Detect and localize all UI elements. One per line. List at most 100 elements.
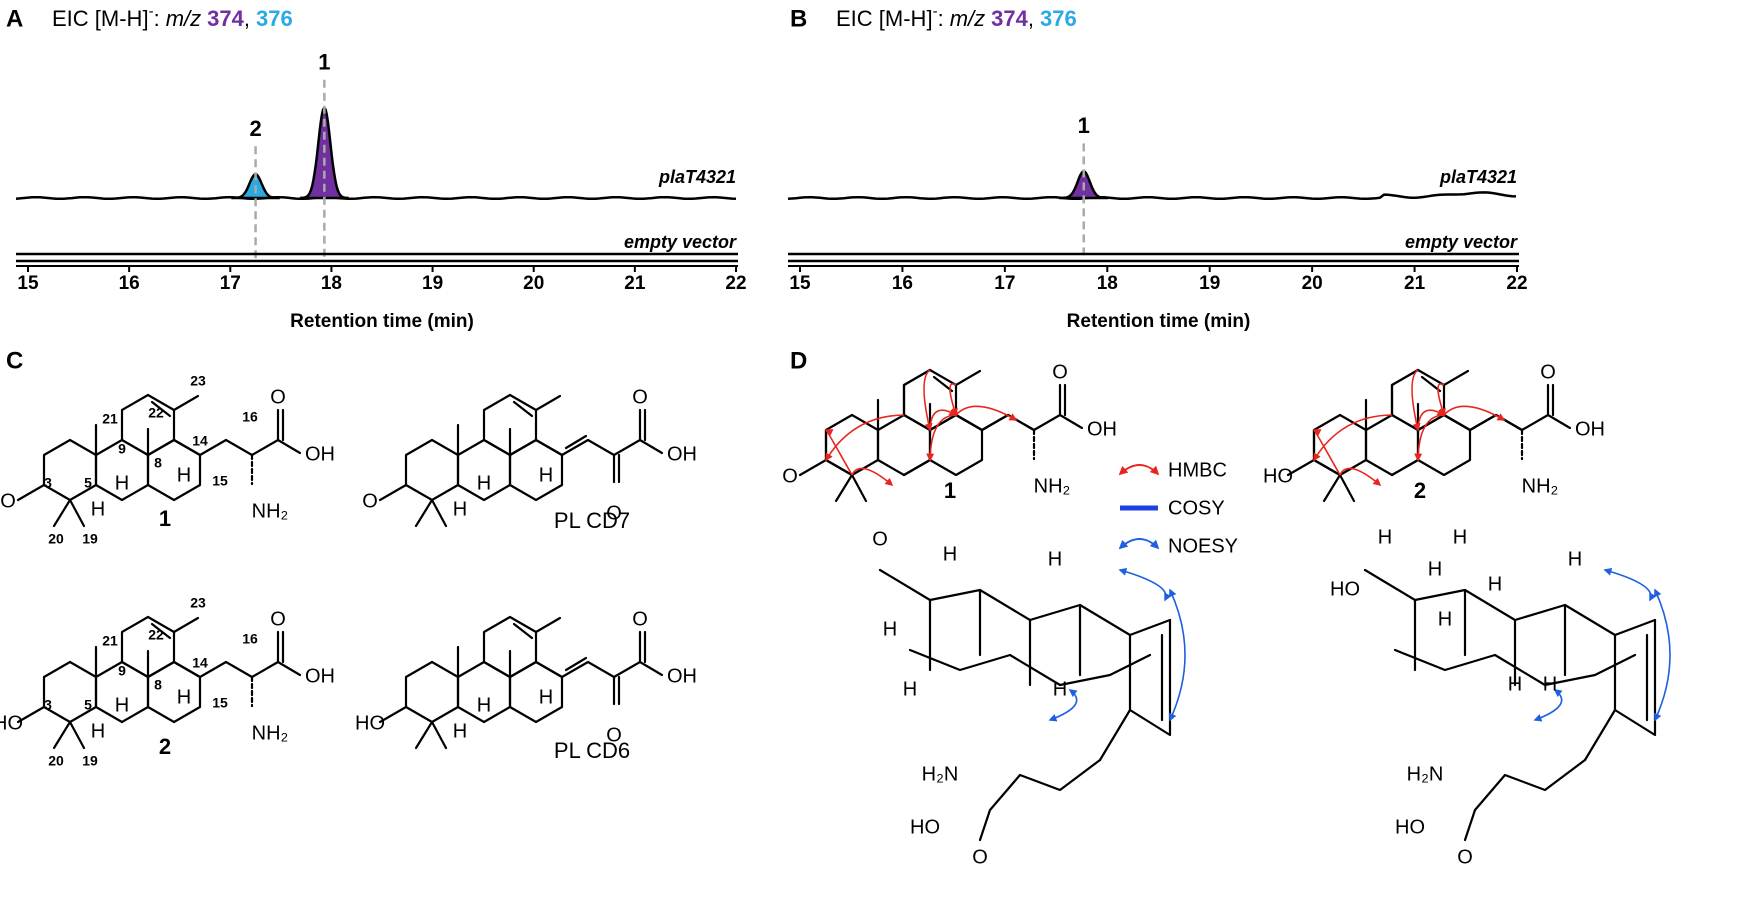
methyl (850, 473, 868, 503)
compound-label: 2 (159, 734, 171, 759)
ring (42, 660, 98, 724)
x-tick-label: 20 (1302, 273, 1323, 294)
noesy-arrow (1603, 567, 1657, 602)
ring (404, 438, 460, 502)
oxygen-bond (798, 458, 828, 477)
conformer-label: H (1568, 548, 1582, 570)
atom-number: 23 (190, 373, 206, 389)
conformer-label: H (1428, 558, 1442, 580)
conformer-label: H (903, 678, 917, 700)
atom-number: 22 (148, 627, 164, 643)
title-charge: - (933, 3, 938, 20)
x-tick-label: 16 (892, 273, 913, 294)
atom-label: H (453, 720, 467, 742)
hmbc-arrow (824, 429, 853, 476)
x-axis-label: Retention time (min) (290, 311, 474, 332)
x-tick-label: 19 (422, 273, 443, 294)
noesy-arrow (1169, 588, 1186, 722)
methyl (414, 720, 434, 750)
peak-label: 2 (249, 116, 261, 141)
methyl (172, 394, 200, 412)
atom-number: 22 (148, 405, 164, 421)
conformer-label: O (1457, 846, 1473, 868)
x-tick-label: 15 (789, 273, 811, 294)
atom-label: OH (1087, 418, 1117, 440)
hmbc-arrow (1411, 369, 1421, 432)
atom-number: 20 (48, 531, 64, 547)
cosy-bond (1390, 458, 1420, 477)
methyl (414, 498, 434, 528)
atom-label: HO (355, 712, 385, 734)
trace-line (15, 195, 737, 201)
methyl (52, 498, 72, 528)
hmbc-arrow (929, 408, 958, 431)
double-bond (564, 434, 588, 450)
panel-title: EIC [M-H]-: m/z 374, 376 (836, 3, 1077, 31)
atom-label: H (115, 472, 129, 494)
conformer-bond (1393, 648, 1637, 687)
conformer-bond (1363, 568, 1657, 637)
peak-label: 1 (1078, 113, 1090, 138)
atom-label: H (91, 498, 105, 520)
double-bond (932, 375, 954, 393)
conformer-label: O (972, 846, 988, 868)
oxygen-bond (16, 483, 46, 502)
ring (824, 413, 880, 477)
trace-line (787, 191, 1517, 201)
conformer-label: H (943, 543, 957, 565)
panel-title: EIC [M-H]-: m/z 374, 376 (52, 3, 293, 31)
atom-number: 5 (84, 475, 92, 491)
title-mz: m/z (166, 6, 201, 31)
double-bond (512, 622, 534, 640)
compound-label: 2 (1414, 478, 1426, 503)
hmbc-arrow (926, 414, 957, 462)
x-tick-label: 22 (725, 273, 746, 294)
x-tick-label: 15 (17, 273, 39, 294)
title-charge: - (149, 3, 154, 20)
x-tick-label: 17 (994, 273, 1015, 294)
title-separator: , (244, 6, 250, 31)
x-tick-label: 17 (220, 273, 241, 294)
methyl (68, 498, 86, 528)
atom-number: 8 (154, 677, 162, 693)
ring (42, 438, 98, 502)
hmbc-arrow (1312, 429, 1341, 476)
atom-label: H (539, 464, 553, 486)
hmbc-arrow (825, 414, 905, 462)
conformer-label: H (1508, 673, 1522, 695)
title-text: EIC [M-H] (836, 6, 933, 31)
title-colon: : (938, 6, 944, 31)
trace-label: plaT4321 (1439, 167, 1517, 187)
x-tick-label: 21 (624, 273, 646, 294)
double-bond (512, 400, 534, 418)
atom-label: O (1540, 361, 1556, 383)
x-tick-label: 20 (523, 273, 544, 294)
side-chain (276, 660, 302, 677)
panel-letter: D (790, 347, 807, 374)
side-chain (172, 408, 280, 457)
atom-number: 8 (154, 455, 162, 471)
atom-label: H (539, 686, 553, 708)
atom-label: OH (667, 665, 697, 687)
atom-number: 21 (102, 633, 118, 649)
hmbc-arrow (1443, 405, 1506, 421)
panel-letter: C (6, 347, 23, 374)
cosy-bond (1390, 368, 1420, 417)
atom-label: OH (305, 665, 335, 687)
title-ion: 374 (207, 6, 244, 31)
trace-label: plaT4321 (658, 167, 736, 187)
side-chain (172, 630, 280, 679)
atom-number: 19 (82, 753, 98, 769)
atom-label: H (477, 472, 491, 494)
title-ion: 376 (1040, 6, 1077, 31)
atom-label: H (177, 686, 191, 708)
x-tick-label: 21 (1404, 273, 1426, 294)
atom-number: 19 (82, 531, 98, 547)
methyl (954, 369, 982, 387)
methyl (172, 616, 200, 634)
x-tick-label: 22 (1506, 273, 1527, 294)
conformer-label: H (1378, 526, 1392, 548)
noesy-arrow (1533, 689, 1563, 722)
cosy-bond (1442, 413, 1524, 432)
